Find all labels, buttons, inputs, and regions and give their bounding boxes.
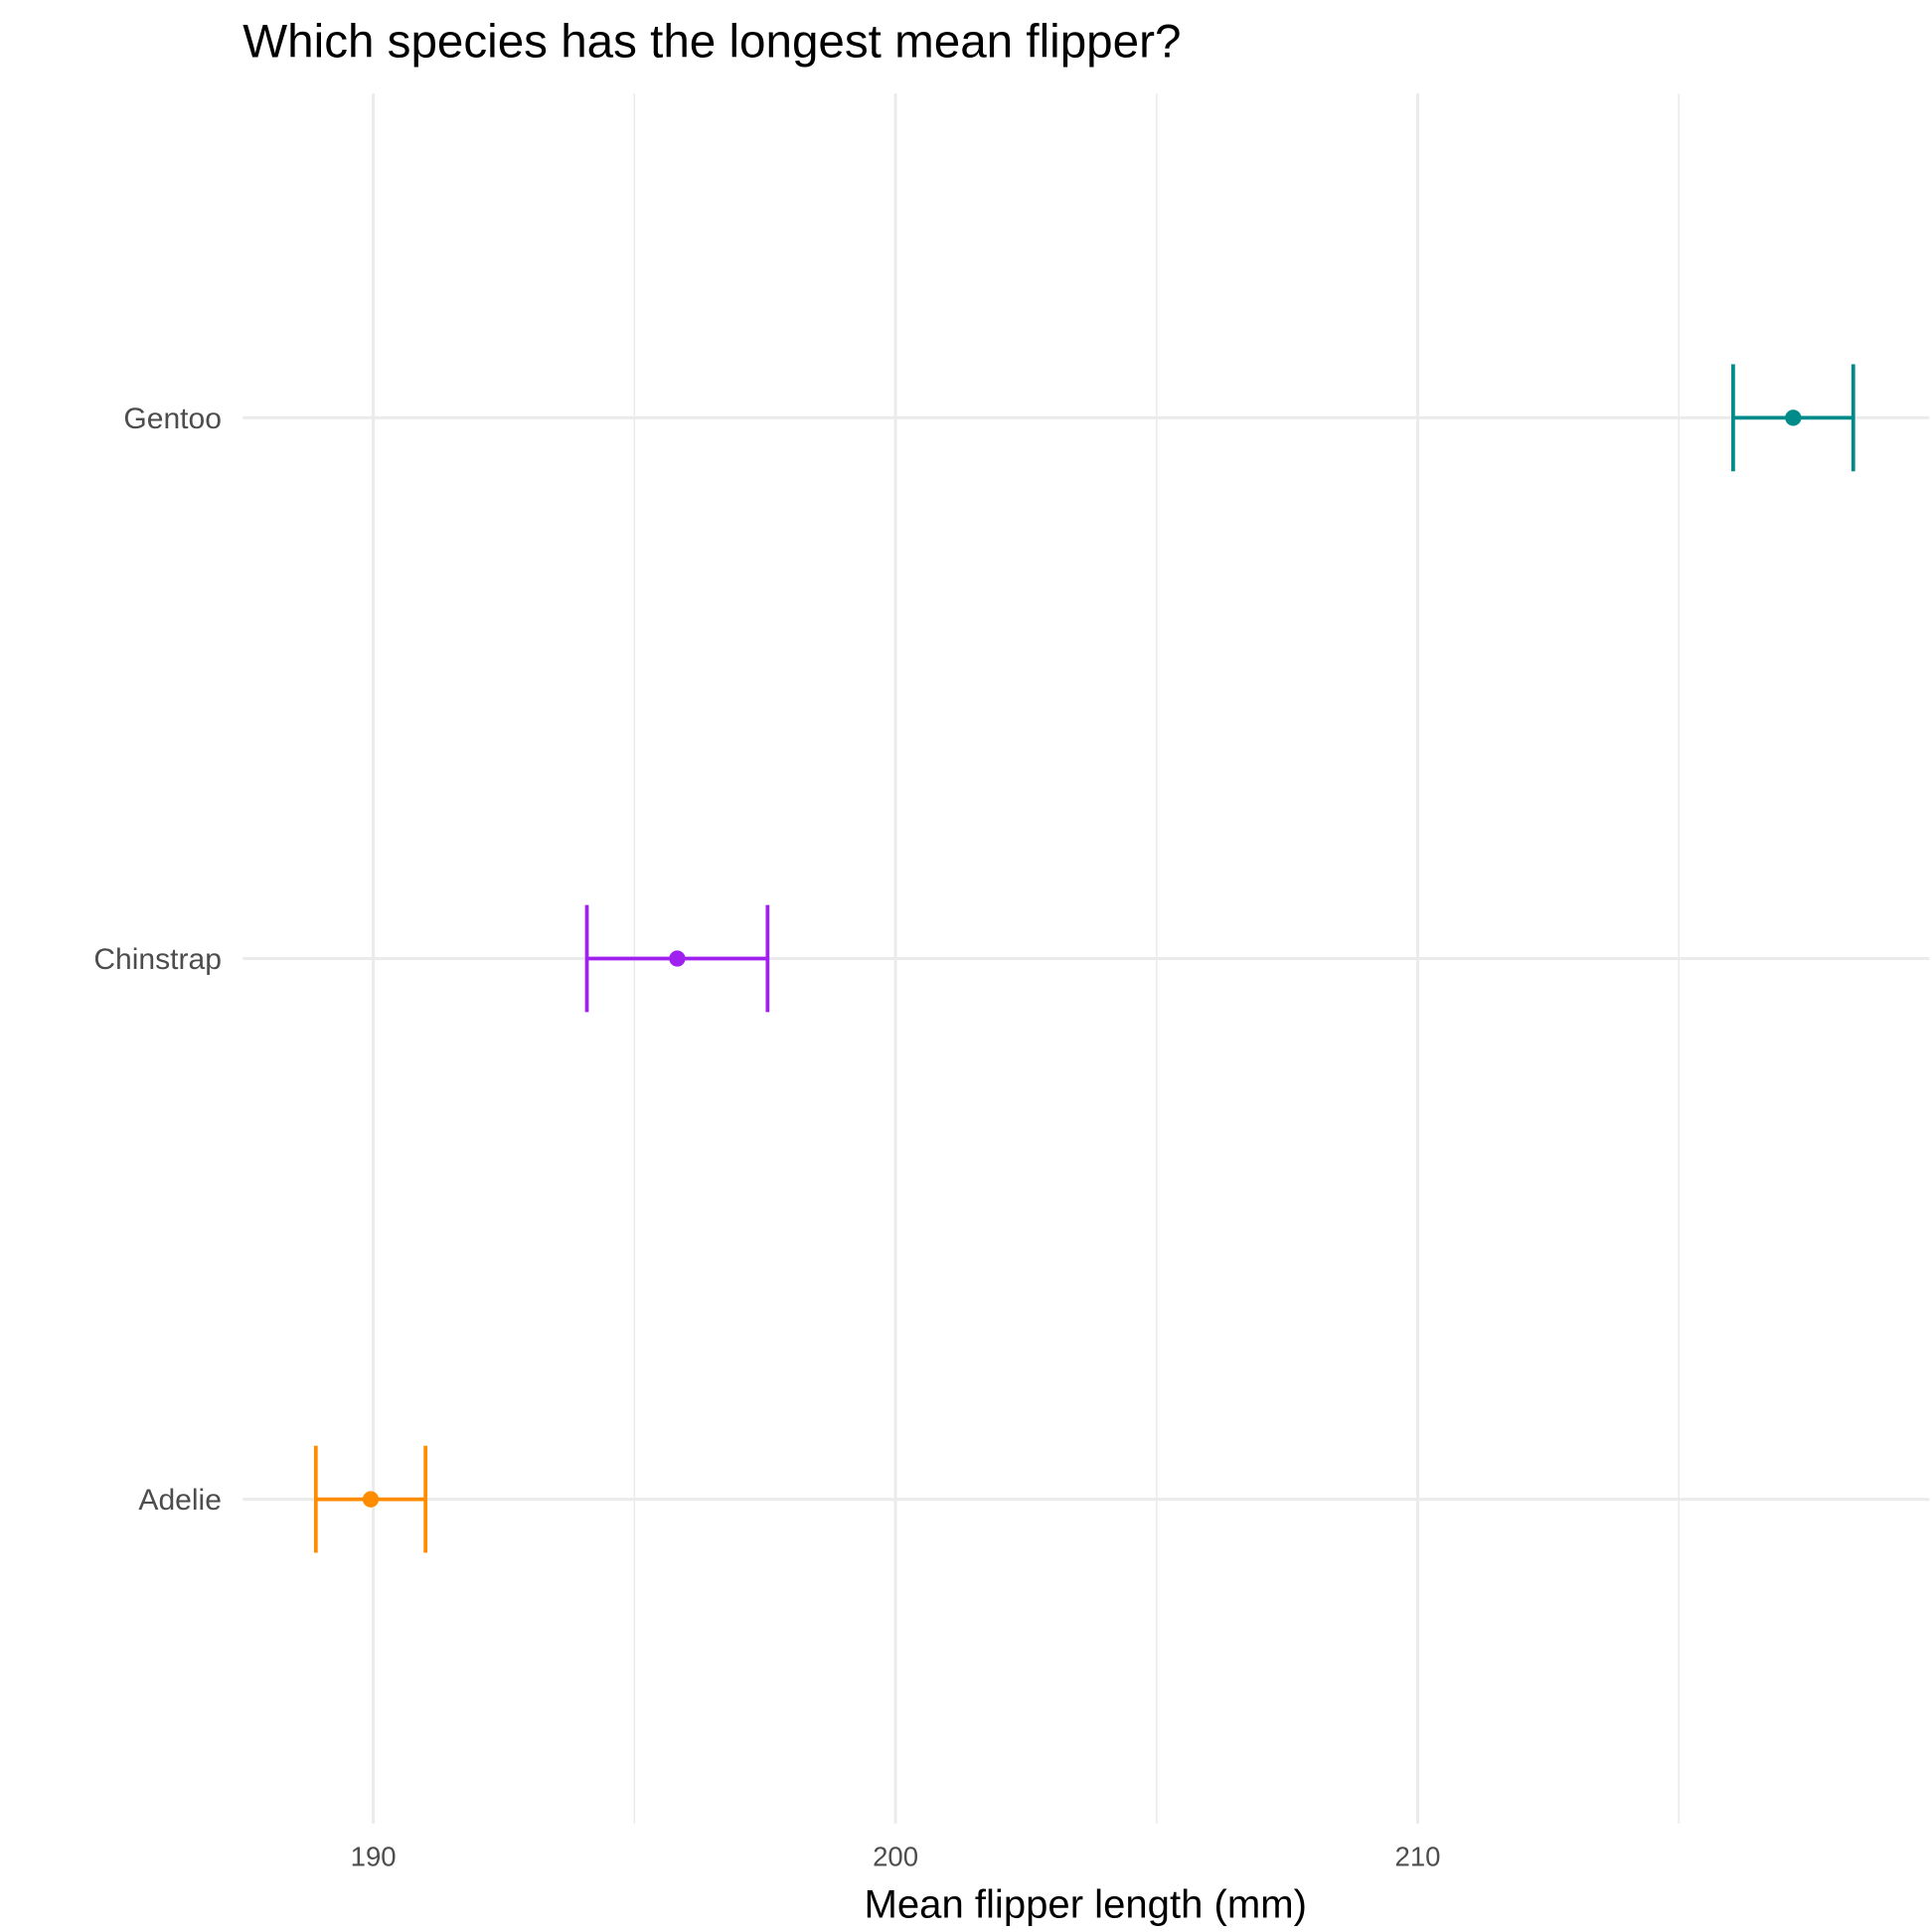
y-tick-label: Gentoo [123,402,222,435]
x-tick-label: 190 [351,1841,397,1871]
x-tick-label: 200 [873,1841,918,1871]
chart-title: Which species has the longest mean flipp… [242,16,1181,69]
x-axis-title: Mean flipper length (mm) [865,1883,1307,1927]
x-tick-label: 210 [1395,1841,1441,1871]
y-tick-label: Adelie [138,1484,222,1517]
mean-point [1785,409,1802,426]
y-tick-label: Chinstrap [93,943,222,976]
mean-point [669,950,686,967]
mean-point [362,1491,380,1508]
